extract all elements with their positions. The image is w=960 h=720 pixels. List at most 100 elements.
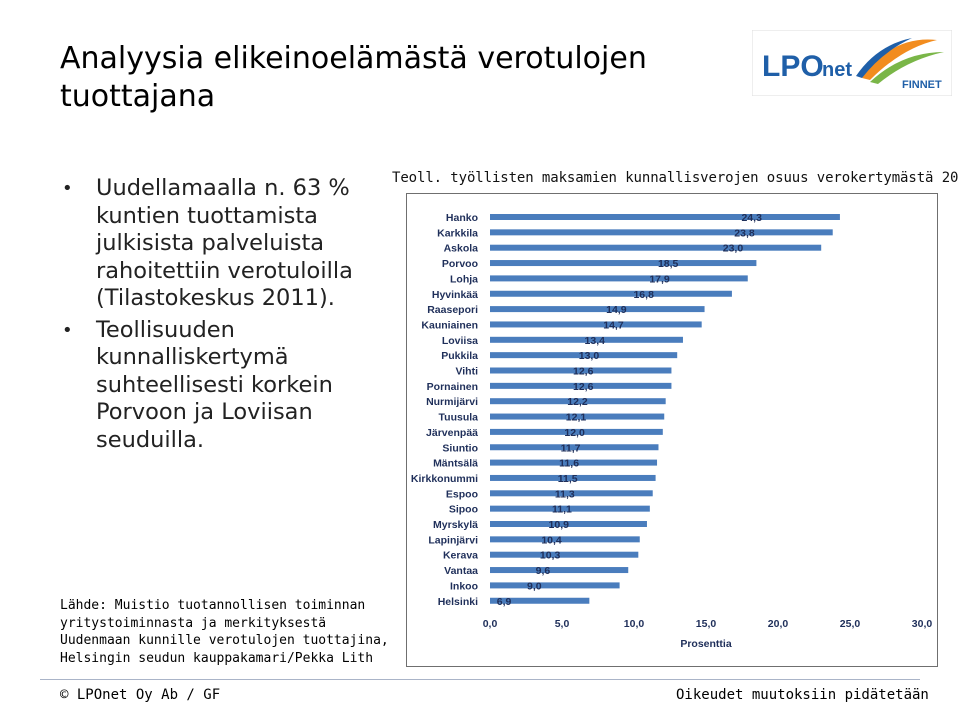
bar <box>490 290 732 297</box>
data-label: 9,0 <box>527 580 542 592</box>
data-label: 23,8 <box>734 227 755 239</box>
data-label: 14,7 <box>603 319 624 331</box>
bar <box>490 367 672 374</box>
bar <box>490 536 640 543</box>
bullet-item: • Uudellamaalla n. 63 % kuntien tuottamis… <box>62 175 382 313</box>
bar <box>490 244 822 251</box>
data-label: 10,4 <box>541 534 562 546</box>
data-label: 17,9 <box>649 273 670 285</box>
bar <box>490 474 656 481</box>
category-label: Loviisa <box>442 335 478 347</box>
logo-text-main: LPO <box>762 50 824 83</box>
data-label: 12,0 <box>564 427 585 439</box>
category-label: Pukkila <box>441 350 478 362</box>
category-label: Espoo <box>446 488 478 500</box>
data-label: 10,3 <box>540 550 561 562</box>
data-label: 11,7 <box>561 442 581 454</box>
bar <box>490 597 590 604</box>
category-label: Siuntio <box>442 442 478 454</box>
data-label: 12,2 <box>567 396 588 408</box>
x-tick-label: 20,0 <box>768 618 789 630</box>
footer-divider <box>40 679 920 680</box>
category-label: Helsinki <box>438 596 478 608</box>
data-label: 11,6 <box>559 458 579 470</box>
x-tick-label: 25,0 <box>840 618 861 630</box>
data-label: 23,0 <box>723 243 744 255</box>
data-label: 13,0 <box>579 350 600 362</box>
slide-title: Analyysia elikeinoelämästä verotulojen t… <box>60 41 647 114</box>
category-label: Vihti <box>455 366 478 378</box>
category-label: Lapinjärvi <box>428 534 478 546</box>
data-label: 12,6 <box>573 366 594 378</box>
bar <box>490 567 629 574</box>
bar <box>490 428 663 435</box>
category-label: Vantaa <box>444 565 478 577</box>
x-axis-label: Prosenttia <box>680 638 732 650</box>
x-tick-label: 10,0 <box>624 618 645 630</box>
bar <box>490 352 678 359</box>
bar <box>490 505 650 512</box>
logo-text-tag: FINNET <box>902 79 942 91</box>
logo-swoosh-icon <box>856 38 944 84</box>
logo-text-sub: net <box>822 59 852 81</box>
category-label: Askola <box>444 243 479 255</box>
bar <box>490 413 665 420</box>
bar <box>490 398 666 405</box>
data-label: 9,6 <box>536 565 551 577</box>
category-label: Inkoo <box>450 580 478 592</box>
category-label: Kauniainen <box>421 319 478 331</box>
category-label: Mäntsälä <box>433 458 478 470</box>
category-label: Myrskylä <box>433 519 478 531</box>
bullet-dot-icon: • <box>62 178 73 199</box>
footer-copyright: © LPOnet Oy Ab / GF <box>60 687 221 703</box>
bar <box>490 444 659 451</box>
source-note: Lähde: Muistio tuotannollisen toiminnan … <box>60 598 389 666</box>
data-label: 12,1 <box>566 412 587 424</box>
category-label: Tuusula <box>439 412 479 424</box>
category-label: Järvenpää <box>426 427 478 439</box>
x-tick-label: 0,0 <box>483 618 498 630</box>
bar <box>490 382 672 389</box>
bullet-list: • Uudellamaalla n. 63 % kuntien tuottamis… <box>62 175 382 458</box>
bar <box>490 459 658 466</box>
bar <box>490 229 833 236</box>
category-label: Nurmijärvi <box>426 396 478 408</box>
data-label: 11,3 <box>555 488 575 500</box>
category-label: Karkkila <box>437 227 478 239</box>
data-label: 12,6 <box>573 381 594 393</box>
bullet-item: • Teollisuuden kunnalliskertymä suhteelli… <box>62 317 382 455</box>
x-tick-label: 15,0 <box>696 618 717 630</box>
x-tick-label: 5,0 <box>555 618 570 630</box>
category-label: Raasepori <box>427 304 478 316</box>
chart-title: Teoll. työllisten maksamien kunnallisver… <box>392 170 960 186</box>
bar <box>490 321 702 328</box>
bar <box>490 490 653 497</box>
bullet-dot-icon: • <box>62 319 73 341</box>
data-label: 14,9 <box>606 304 627 316</box>
category-label: Hanko <box>446 212 478 224</box>
bar <box>490 582 620 589</box>
data-label: 24,3 <box>741 212 762 224</box>
category-label: Hyvinkää <box>432 289 478 301</box>
bullet-text: Teollisuuden kunnalliskertymä suhteellis… <box>96 316 333 453</box>
bullet-text: Uudellamaalla n. 63 % kuntien tuottamist… <box>96 175 353 311</box>
footer-rights: Oikeudet muutoksiin pidätetään <box>676 687 929 703</box>
data-label: 18,5 <box>658 258 679 270</box>
bar <box>490 336 683 343</box>
data-label: 13,4 <box>585 335 606 347</box>
category-label: Pornainen <box>427 381 478 393</box>
data-label: 11,5 <box>558 473 578 485</box>
category-label: Lohja <box>450 273 478 285</box>
category-label: Sipoo <box>449 504 478 516</box>
bar <box>490 260 757 267</box>
data-label: 6,9 <box>497 596 512 608</box>
data-label: 11,1 <box>552 504 572 516</box>
bar <box>490 306 705 313</box>
bar-chart: Hanko 24,3 Karkkila 23,8 Askola 23,0 Porvoo 18,… <box>411 212 932 650</box>
bar <box>490 521 647 527</box>
bar <box>490 551 639 558</box>
category-label: Porvoo <box>442 258 478 270</box>
data-label: 16,8 <box>633 289 654 301</box>
category-label: Kirkkonummi <box>411 473 478 485</box>
lponet-logo: LPO net FINNET <box>752 30 952 96</box>
